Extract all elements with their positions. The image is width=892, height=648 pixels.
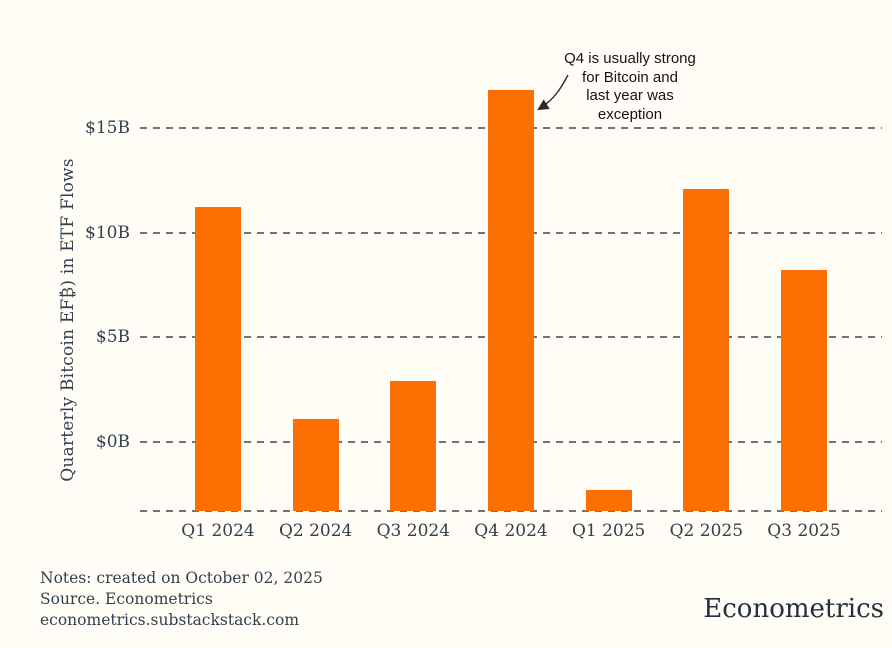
bar-q3-2024 [390, 380, 437, 511]
y-tick-label: $0B [95, 431, 130, 452]
footer-notes: Notes: created on October 02, 2025 [40, 569, 323, 587]
x-tick-label: Q1 2024 [181, 521, 255, 541]
y-tick-label: $15B [85, 118, 130, 138]
x-tick-label: Q4 2024 [474, 521, 548, 541]
footer-notes-block: Notes: created on October 02, 2025 Sourc… [40, 568, 323, 631]
x-tick-label: Q2 2024 [278, 521, 353, 541]
footer-source: Source. Econometrics [40, 590, 213, 608]
bar-q3-2025 [781, 270, 827, 511]
annotation-line-3: last year was [586, 87, 674, 104]
bar-q1-2025 [585, 489, 632, 511]
annotation-line-1: Q4 is usually strong [564, 50, 696, 67]
footer-url: econometrics.substackstack.com [40, 611, 300, 629]
x-tick-label: Q3 2025 [767, 521, 841, 541]
chart-annotation: Q4 is usually strong for Bitcoin and las… [564, 50, 696, 124]
bar-q1-2024 [195, 207, 241, 511]
y-tick-label: $10B [85, 222, 130, 243]
y-axis-title: Quarterly Bitcoin EF₿) in ETF Flows [58, 158, 78, 482]
annotation-arrow-icon [537, 74, 569, 111]
bar-q2-2025 [683, 188, 730, 511]
y-tick-label: $5B [95, 327, 130, 347]
x-axis-line [140, 510, 882, 512]
brand-logo: Econometrics [703, 594, 884, 624]
annotation-line-2: for Bitcoin and [582, 68, 678, 86]
x-tick-label: Q2 2025 [669, 521, 744, 541]
annotation-line-4: exception [597, 105, 663, 123]
bar-q4-2024 [488, 90, 534, 511]
x-tick-label: Q1 2025 [571, 521, 646, 541]
x-tick-label: Q3 2024 [376, 521, 451, 541]
bar-q2-2024 [292, 418, 339, 511]
